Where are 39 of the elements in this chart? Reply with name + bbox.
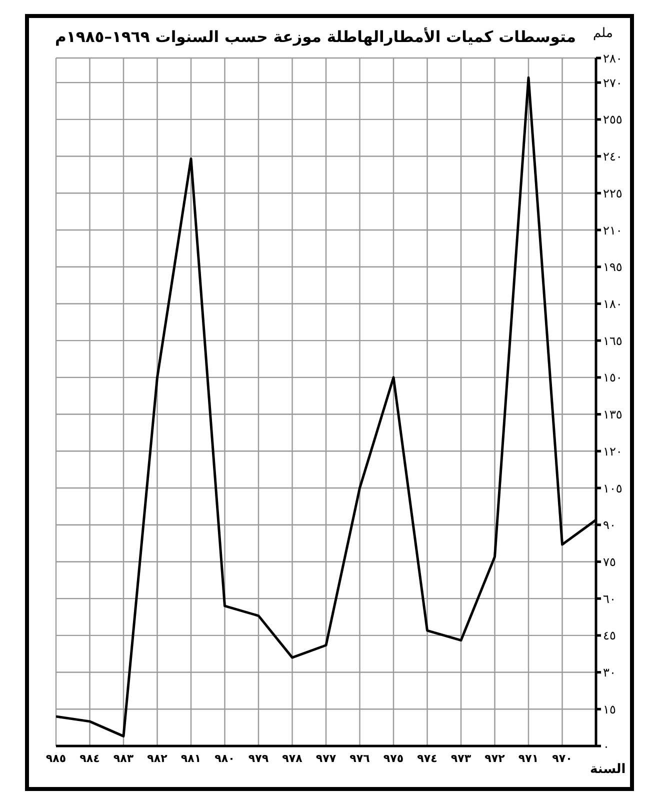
x-tick-label: ٩٧٠ (552, 752, 572, 765)
x-tick-label: ٩٨٤ (80, 752, 100, 765)
x-tick-label: ٩٧٦ (350, 752, 370, 765)
y-tick-label: ٣٠ (603, 666, 616, 680)
y-tick-label: ٠ (603, 739, 610, 754)
y-tick-label: ١٣٥ (603, 408, 622, 422)
x-tick-label: ٩٧٥ (383, 752, 404, 765)
x-tick-label: ٩٨٠ (214, 752, 235, 765)
x-tick-label: ٩٨٢ (147, 752, 168, 765)
x-tick-label: ٩٨١ (180, 752, 202, 765)
x-tick-label: ٩٧١ (518, 752, 539, 765)
y-tick-label: ٢٧٠ (603, 76, 622, 90)
y-axis-title: ملم (593, 26, 613, 41)
y-tick-label: ٧٥ (603, 554, 616, 569)
y-tick-label: ١٨٠ (603, 296, 622, 311)
x-axis-title: السنة (590, 762, 626, 777)
x-tick-label: ٩٨٣ (113, 752, 134, 765)
y-tick-label: ١٠٥ (603, 481, 622, 496)
y-tick-label: ١٥ (603, 702, 616, 716)
chart-title: متوسطات كميات الأمطارالهاطلة موزعة حسب السنوات ١٩٦٩–١٩٨٥م (54, 28, 577, 46)
y-tick-label: ١٥٠ (603, 370, 622, 385)
y-tick-label: ٤٥ (603, 628, 616, 643)
y-tick-label: ٢٤٠ (603, 150, 622, 164)
y-tick-label: ٢٢٥ (603, 186, 622, 200)
x-tick-label: ٩٧٩ (248, 752, 269, 765)
y-tick-label: ١٩٥ (603, 260, 622, 274)
y-tick-label: ١٢٠ (603, 444, 622, 458)
x-tick-label: ٩٧٢ (484, 752, 506, 765)
x-tick-label: ٩٨٥ (46, 752, 66, 765)
y-tick-label: ٢٥٥ (603, 112, 622, 127)
x-tick-label: ٩٧٧ (316, 752, 336, 765)
x-tick-label: ٩٧٤ (417, 752, 438, 765)
y-tick-label: ٦٠ (603, 592, 616, 606)
x-tick-label: ٩٧٣ (450, 752, 472, 765)
y-tick-label: ١٦٥ (603, 334, 622, 348)
x-tick-label: ٩٧٨ (282, 752, 303, 765)
y-tick-label: ٢٨٠ (603, 51, 622, 66)
y-tick-label: ٢١٠ (603, 223, 622, 238)
y-tick-label: ٩٠ (603, 518, 616, 532)
